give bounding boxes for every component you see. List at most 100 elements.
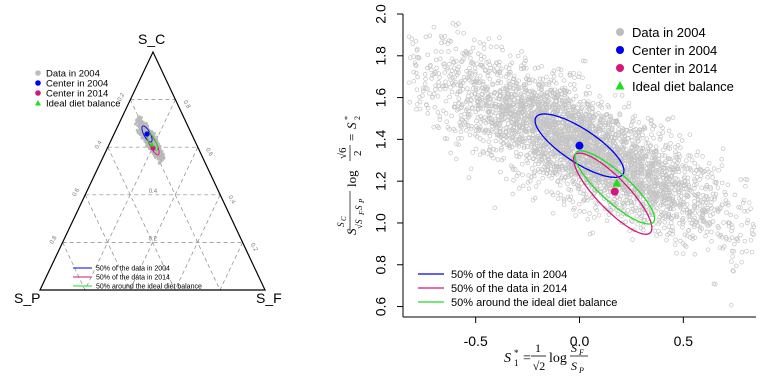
data-2004-point (652, 228, 658, 234)
data-2004-point (590, 230, 595, 236)
data-2004-point (725, 182, 731, 188)
data-2004-point (738, 205, 743, 210)
data-2004-point (507, 53, 513, 58)
data-2004-point (522, 144, 527, 149)
data-2004-point (589, 110, 594, 115)
data-2004-point (481, 150, 486, 155)
data-2004-point (467, 74, 472, 80)
data-2004-point (544, 171, 550, 176)
data-2004-point (613, 118, 618, 124)
data-2004-point (549, 176, 554, 181)
data-2004-point (643, 141, 649, 146)
data-2004-point (658, 135, 664, 140)
data-2004-point (508, 70, 513, 75)
data-2004-point (689, 189, 694, 194)
data-2004-point (508, 124, 513, 129)
data-2004-point (491, 129, 496, 135)
data-2004-point (525, 77, 531, 83)
data-2004-point (576, 202, 582, 207)
data-2004-point (592, 215, 597, 220)
data-2004-point (500, 141, 506, 146)
data-2004-point (612, 140, 617, 146)
data-2004-point (615, 211, 621, 217)
data-2004-point (425, 52, 430, 58)
data-2004-point (505, 91, 511, 96)
data-2004-point (510, 167, 516, 172)
data-2004-point (558, 163, 564, 169)
data-2004-point (558, 67, 564, 72)
data-2004-point (631, 118, 636, 124)
data-2004-point (684, 233, 690, 239)
data-2004-point (632, 183, 638, 189)
legend-marker-triangle (35, 100, 41, 106)
data-2004-point (414, 87, 420, 92)
data-2004-point (485, 151, 490, 156)
data-2004-point (447, 127, 452, 132)
data-2004-point (544, 81, 549, 87)
legend-label: Center in 2014 (632, 61, 717, 76)
data-2004-point (562, 88, 568, 94)
y-tick-label: 0.8 (373, 255, 389, 275)
data-2004-point (549, 90, 555, 95)
data-2004-point (598, 116, 604, 122)
data-2004-point (505, 87, 511, 92)
data-2004-point (517, 186, 522, 191)
data-2004-point (620, 200, 625, 206)
data-2004-point (667, 146, 672, 151)
data-2004-point (463, 48, 469, 54)
data-2004-point (673, 191, 678, 196)
data-2004-point (577, 209, 583, 214)
data-2004-point (631, 154, 637, 159)
data-2004-point (695, 149, 701, 155)
data-2004-point (572, 205, 577, 211)
data-2004-point (485, 130, 491, 135)
vertex-label-sf: S_F (256, 290, 282, 306)
data-2004-point (510, 79, 515, 85)
data-2004-point (562, 150, 567, 155)
data-2004-point (664, 237, 669, 243)
data-2004-point (740, 200, 746, 206)
data-2004-point (544, 133, 549, 139)
data-2004-point (433, 83, 438, 88)
data-2004-point (559, 157, 564, 162)
data-2004-point (543, 99, 548, 104)
data-2004-point (477, 152, 483, 158)
data-2004-point (666, 212, 672, 217)
data-2004-point (653, 148, 658, 153)
data-2004-point (511, 128, 516, 133)
data-2004-point (459, 59, 464, 65)
y-label-part: √S (354, 219, 364, 229)
data-2004-point (508, 94, 514, 100)
data-2004-point (709, 229, 714, 235)
data-2004-point (613, 120, 618, 126)
data-2004-point (607, 197, 612, 202)
data-2004-point (455, 82, 461, 88)
vertex-label-sc: S_C (138, 31, 165, 47)
data-2004-point (677, 202, 682, 207)
data-2004-point (407, 100, 412, 105)
data-2004-point (654, 233, 659, 238)
data-2004-point (648, 173, 654, 179)
data-2004-point (428, 63, 433, 68)
data-2004-point (467, 132, 473, 138)
data-2004-point (655, 183, 660, 188)
data-2004-point (660, 130, 666, 135)
grid-line (219, 242, 243, 291)
ternary-data-point (135, 118, 138, 122)
data-2004-point (648, 150, 653, 156)
data-2004-point (498, 73, 504, 79)
ternary-data-point (144, 144, 148, 148)
data-2004-point (666, 128, 672, 134)
y-label-part: S (354, 205, 364, 210)
data-2004-point (590, 100, 596, 106)
data-2004-point (448, 39, 454, 44)
data-2004-point (483, 120, 489, 126)
data-2004-point (443, 98, 449, 104)
scatter-plot: 0.60.81.01.21.41.61.82.0-0.5 0.0 0.5S 1* =1√… (336, 4, 757, 375)
data-2004-point (640, 156, 646, 162)
data-2004-point (730, 225, 735, 230)
ternary-data-point (155, 135, 159, 139)
data-2004-point (502, 86, 508, 92)
data-2004-point (708, 186, 714, 191)
